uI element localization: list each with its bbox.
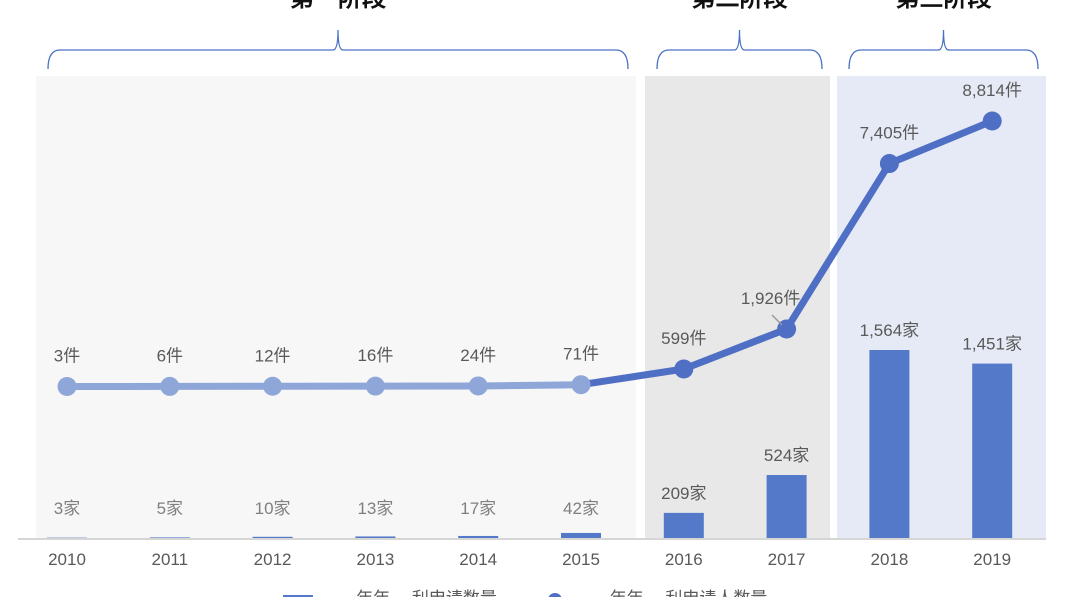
bar-label-2013: 13家 <box>357 499 393 518</box>
bar-2012 <box>252 536 293 538</box>
line-label-2011: 6件 <box>157 346 183 365</box>
data-labels: 3件 6件 12件 16件 24件 71件 599件 1,926件 7,405件 8,814件 3家… <box>54 81 1022 518</box>
bar-label-2017: 524家 <box>764 446 809 465</box>
x-tick-2019: 2019 <box>973 550 1011 569</box>
bar-label-2012: 10家 <box>255 499 291 518</box>
bar-2017 <box>766 475 807 538</box>
x-tick-2010: 2010 <box>48 550 86 569</box>
line-path-early <box>63 381 585 390</box>
line-point-2019 <box>982 111 1002 131</box>
line-point-2010 <box>57 377 77 396</box>
legend-label-line: …年年… 利申请人数量 <box>593 589 768 597</box>
line-label-2015: 71件 <box>563 345 599 364</box>
line-point-2015 <box>571 375 591 395</box>
line-point-2012 <box>263 376 283 396</box>
bar-label-2016: 209家 <box>661 484 706 503</box>
line-label-2019: 8,814件 <box>962 81 1022 100</box>
line-point-2013 <box>365 376 385 396</box>
line-point-2016 <box>674 359 694 379</box>
line-point-2011 <box>160 376 180 396</box>
line-label-2013: 16件 <box>357 346 393 365</box>
line-label-2018: 7,405件 <box>860 124 920 143</box>
bar-2019 <box>972 363 1013 538</box>
line-point-2018 <box>879 154 899 174</box>
phase-title-1: 第一阶段 <box>290 0 386 12</box>
x-tick-2016: 2016 <box>665 550 703 569</box>
bar-2018 <box>869 350 910 538</box>
x-tick-2013: 2013 <box>356 550 394 569</box>
bar-2016 <box>663 512 704 538</box>
line-label-2016: 599件 <box>661 329 706 348</box>
x-tick-2014: 2014 <box>459 550 497 569</box>
bar-2013 <box>355 536 396 538</box>
phase-background-1 <box>36 76 636 538</box>
line-label-2017: 1,926件 <box>741 289 801 308</box>
bar-2014 <box>458 535 499 538</box>
bar-series <box>47 350 1013 538</box>
bar-label-2015: 42家 <box>563 499 599 518</box>
phase-title-2: 第二阶段 <box>692 0 788 12</box>
legend: …年年… 利申请数量 …年年… 利申请人数量 <box>283 589 767 597</box>
line-point-2014 <box>468 376 488 396</box>
x-axis-ticks: 2010 2011 2012 2013 2014 2015 2016 2017 2018 2019 <box>48 550 1011 569</box>
x-tick-2018: 2018 <box>870 550 908 569</box>
phase-bracket-2 <box>656 29 823 70</box>
line-label-2014: 24件 <box>460 346 496 365</box>
x-tick-2012: 2012 <box>254 550 292 569</box>
x-tick-2017: 2017 <box>768 550 806 569</box>
leader-line-2017 <box>771 314 783 326</box>
phase-title-3: 第三阶段 <box>896 0 992 12</box>
bar-label-2011: 5家 <box>157 499 183 518</box>
phase-bracket-3 <box>848 29 1039 70</box>
legend-marker-line <box>548 593 562 597</box>
phase-brackets: 第一阶段 第二阶段 第三阶段 <box>47 0 1039 70</box>
bar-label-2010: 3家 <box>54 499 80 518</box>
bar-label-2019: 1,451家 <box>962 335 1022 354</box>
bar-label-2014: 17家 <box>460 499 496 518</box>
line-label-2012: 12件 <box>255 346 291 365</box>
legend-label-bars: …年年… 利申请数量 <box>339 589 497 597</box>
legend-swatch-bars <box>283 595 313 597</box>
x-tick-2015: 2015 <box>562 550 600 569</box>
phase-bracket-1 <box>47 29 629 70</box>
x-tick-2011: 2011 <box>152 550 189 569</box>
bar-label-2018: 1,564家 <box>860 321 920 340</box>
line-label-2010: 3件 <box>54 347 80 366</box>
bar-2011 <box>149 537 190 538</box>
line-series <box>57 111 1002 396</box>
bar-2015 <box>561 532 601 538</box>
